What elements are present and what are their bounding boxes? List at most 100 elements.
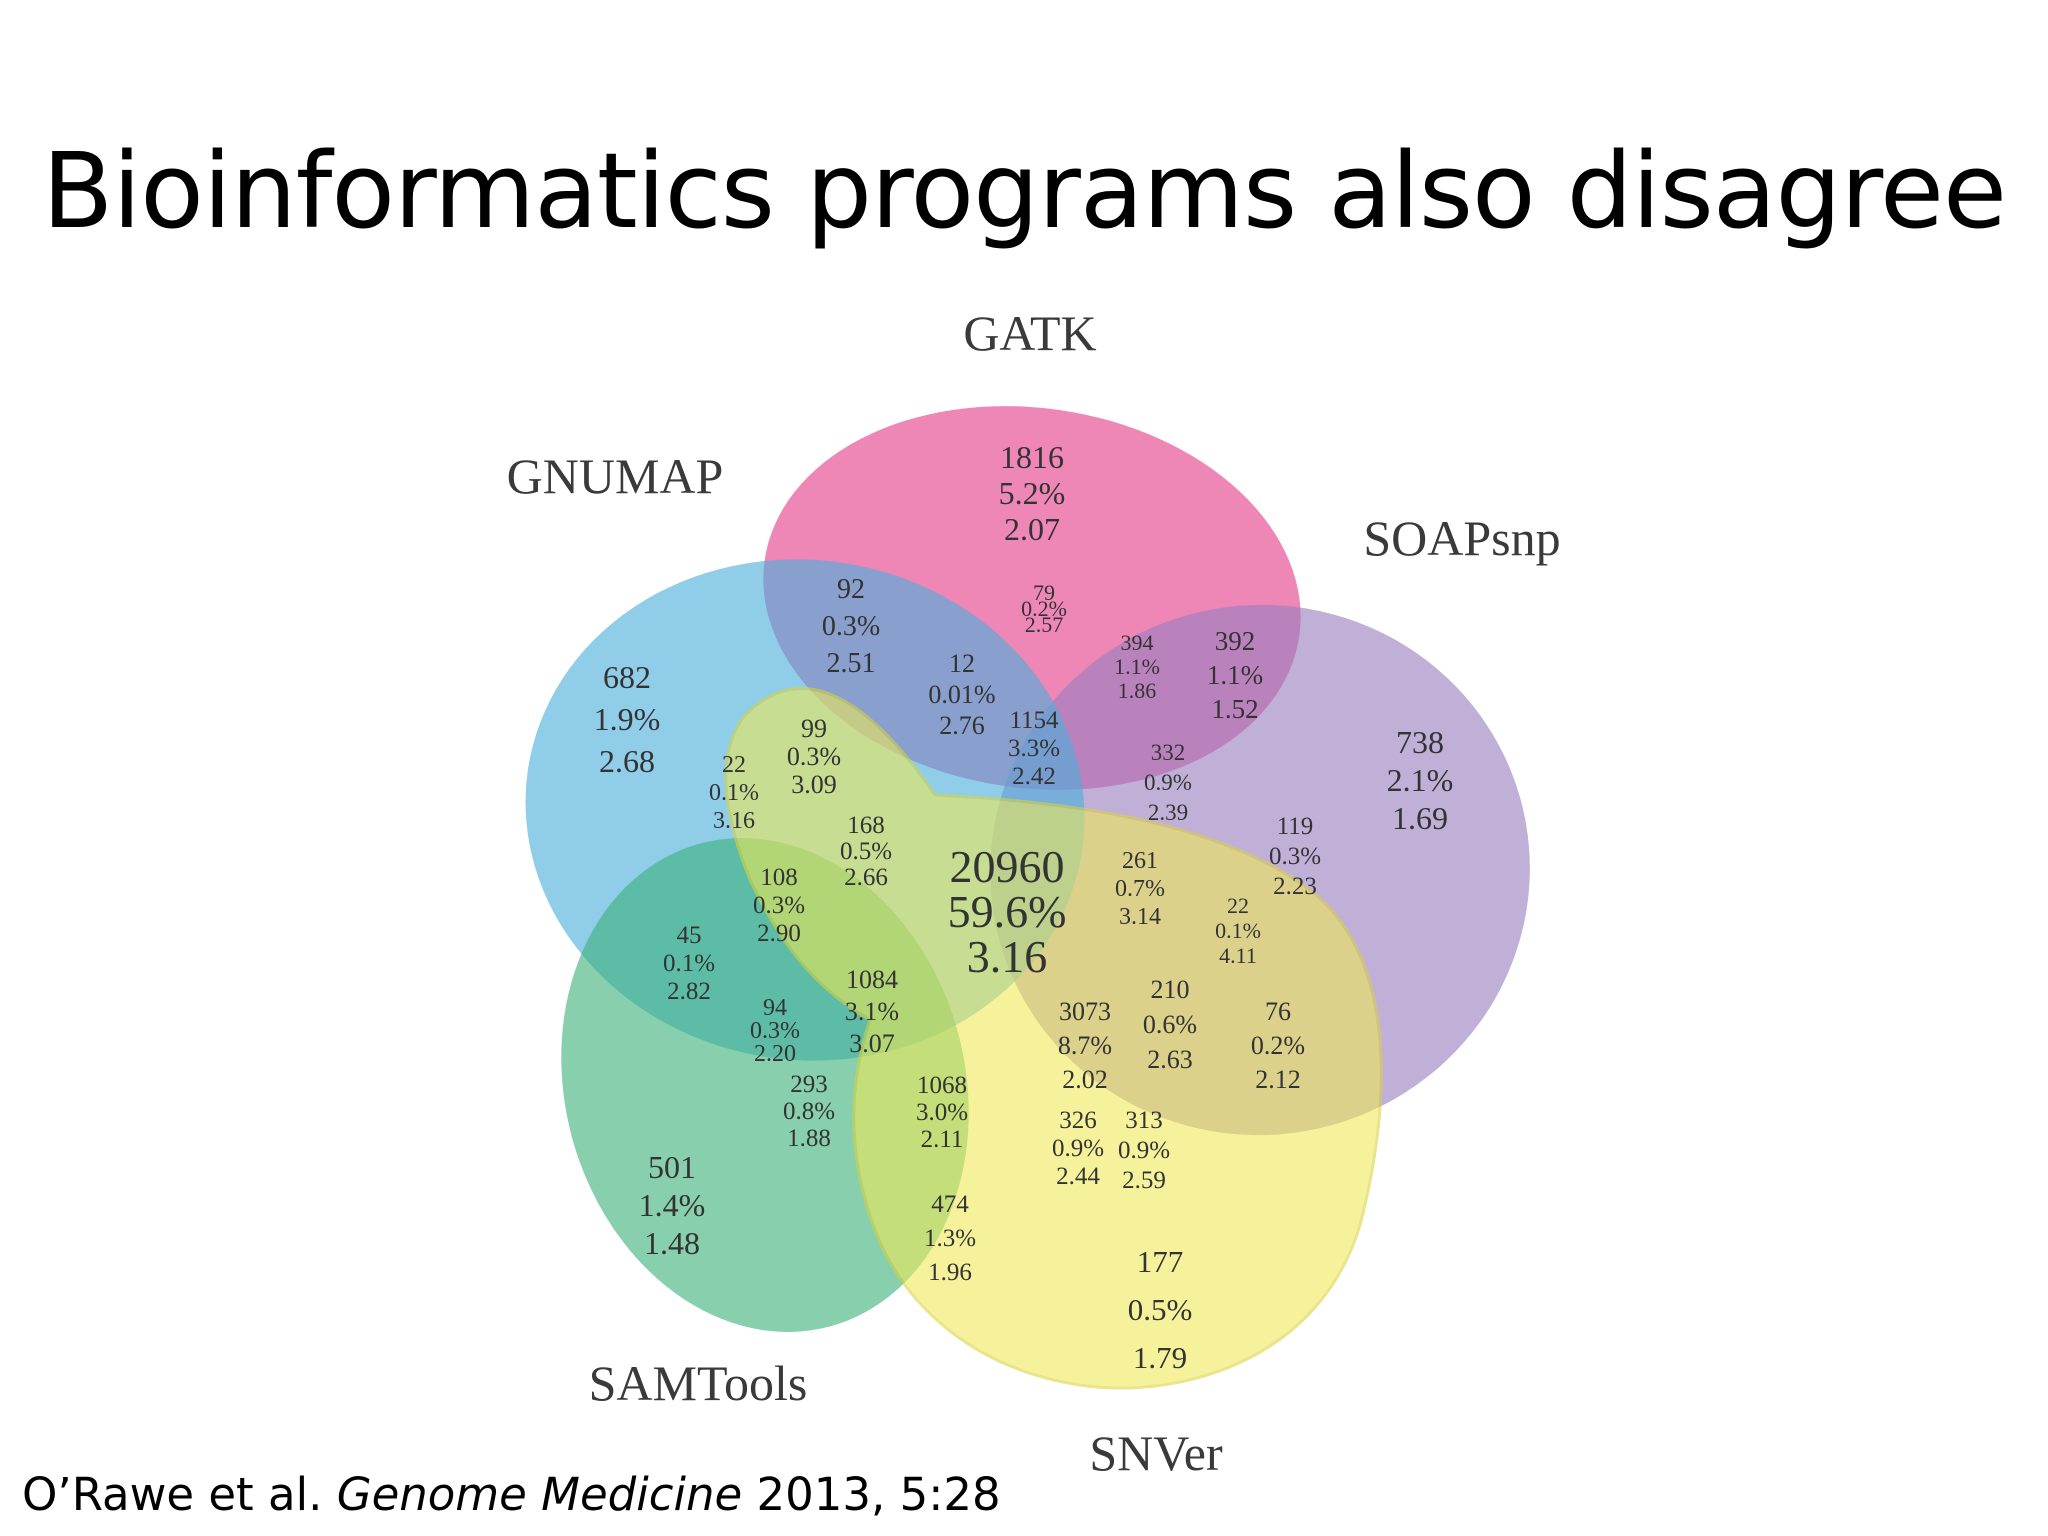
samtools-label: SAMTools — [589, 1355, 808, 1411]
region-ratio-label: 2.12 — [1255, 1065, 1301, 1094]
region-ratio-label: 2.39 — [1148, 800, 1188, 825]
region-r474: 474 1.3% 1.96 — [924, 1191, 976, 1286]
region-ratio-label: 3.16 — [713, 808, 755, 834]
region-count-label: 79 — [1033, 580, 1055, 605]
region-ratio-label: 1.88 — [787, 1125, 831, 1152]
region-count-label: 99 — [801, 714, 827, 743]
region-r76: 76 0.2% 2.12 — [1251, 997, 1305, 1094]
region-pct-label: 3.1% — [845, 997, 899, 1026]
region-count-label: 501 — [648, 1149, 696, 1185]
region-r79: 790.2%2.57 — [1021, 580, 1067, 637]
region-pct-label: 0.3% — [750, 1018, 800, 1044]
region-r12: 120.01%2.76 — [928, 649, 995, 740]
snver-label: SNVer — [1089, 1425, 1223, 1481]
region-count-label: 392 — [1215, 626, 1256, 656]
region-count-label: 3073 — [1059, 997, 1111, 1026]
region-ratio-label: 2.68 — [599, 743, 655, 779]
region-ratio-label: 1.48 — [644, 1225, 700, 1261]
region-pct-label: 1.1% — [1207, 660, 1263, 690]
region-count-label: 119 — [1277, 813, 1314, 840]
region-ratio-label: 3.07 — [849, 1029, 895, 1058]
region-pct-label: 0.2% — [1251, 1031, 1305, 1060]
region-count-label: 45 — [677, 922, 702, 949]
soapsnp-label: SOAPsnp — [1363, 510, 1560, 566]
region-pct-label: 0.1% — [709, 780, 759, 806]
region-count-label: 293 — [790, 1071, 828, 1098]
region-pct-label: 0.2% — [1021, 596, 1067, 621]
region-ratio-label: 2.23 — [1273, 873, 1317, 900]
region-ratio-label: 2.07 — [1004, 511, 1060, 547]
region-pct-label: 0.9% — [1052, 1135, 1104, 1162]
region-pct-label: 0.5% — [840, 838, 892, 865]
region-count-label: 177 — [1137, 1244, 1184, 1279]
region-ratio-label: 4.11 — [1219, 943, 1257, 968]
region-count-label: 313 — [1125, 1107, 1163, 1134]
region-count-label: 1816 — [1000, 439, 1064, 475]
region-ratio-label: 2.63 — [1147, 1045, 1193, 1074]
region-ratio-label: 3.16 — [967, 931, 1048, 982]
region-ratio-label: 1.79 — [1133, 1340, 1187, 1375]
region-count-label: 168 — [847, 812, 885, 839]
region-r92: 92 0.3% 2.51 — [822, 574, 880, 679]
region-pct-label: 0.6% — [1143, 1010, 1197, 1039]
region-pct-label: 59.6% — [948, 886, 1067, 937]
region-count-label: 1068 — [917, 1072, 967, 1099]
region-ratio-label: 2.20 — [754, 1041, 796, 1067]
region-pct-label: 0.01% — [928, 680, 995, 709]
region-r99: 990.3%3.09 — [787, 714, 841, 799]
region-pct-label: 0.3% — [753, 892, 805, 919]
citation: O’Rawe et al. Genome Medicine 2013, 5:28 — [22, 1468, 1001, 1521]
region-r332: 332 0.9% 2.39 — [1144, 740, 1192, 825]
region-count-label: 22 — [1227, 893, 1249, 918]
region-pct-label: 1.9% — [594, 701, 661, 737]
region-pct-label: 3.0% — [916, 1099, 968, 1126]
region-snver-only: 177 0.5% 1.79 — [1128, 1244, 1193, 1375]
region-ratio-label: 3.09 — [791, 770, 837, 799]
region-pct-label: 1.3% — [924, 1225, 976, 1252]
region-ratio-label: 2.11 — [921, 1126, 964, 1153]
region-r45: 450.1%2.82 — [663, 922, 715, 1005]
region-count-label: 108 — [760, 864, 798, 891]
region-ratio-label: 1.86 — [1118, 678, 1157, 703]
region-ratio-label: 3.14 — [1119, 904, 1161, 930]
region-r392: 392 1.1% 1.52 — [1207, 626, 1263, 724]
region-count-label: 1154 — [1009, 707, 1059, 734]
citation-journal: Genome Medicine — [336, 1468, 743, 1521]
region-count-label: 261 — [1122, 848, 1158, 874]
region-r210: 210 0.6% 2.63 — [1143, 975, 1197, 1074]
region-ratio-label: 1.69 — [1392, 800, 1448, 836]
region-ratio-label: 2.66 — [844, 864, 888, 891]
region-ratio-label: 2.42 — [1012, 763, 1056, 790]
region-count-label: 474 — [931, 1191, 969, 1218]
region-pct-label: 2.1% — [1387, 762, 1454, 798]
region-pct-label: 1.1% — [1114, 654, 1160, 679]
region-r1084: 1084 3.1% 3.07 — [845, 965, 899, 1058]
region-count-label: 76 — [1265, 997, 1291, 1026]
region-ratio-label: 2.44 — [1056, 1163, 1100, 1190]
region-r313: 313 0.9% 2.59 — [1118, 1107, 1170, 1194]
region-ratio-label: 2.76 — [939, 711, 985, 740]
region-pct-label: 0.9% — [1144, 770, 1192, 795]
region-ratio-label: 1.96 — [928, 1259, 972, 1286]
region-pct-label: 0.1% — [1215, 918, 1261, 943]
citation-authors: O’Rawe et al. — [22, 1468, 337, 1521]
region-pct-label: 0.7% — [1115, 876, 1165, 902]
region-r119: 119 0.3% 2.23 — [1269, 813, 1321, 900]
region-ratio-label: 2.59 — [1122, 1167, 1166, 1194]
region-labels: 18165.2%2.076821.9%2.687382.1%1.695011.4… — [594, 439, 1454, 1375]
slide-title: Bioinformatics programs also disagree — [42, 130, 2007, 252]
gnumap-label: GNUMAP — [507, 448, 724, 504]
region-count-label: 12 — [949, 649, 975, 678]
region-r94: 940.3%2.20 — [750, 995, 800, 1067]
